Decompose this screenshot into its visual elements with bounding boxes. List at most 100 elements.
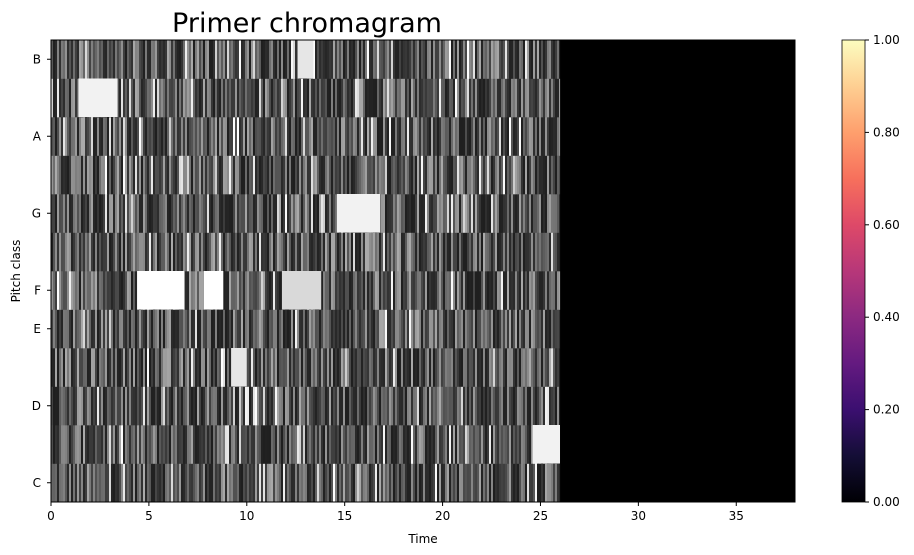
heatmap-cell [215, 156, 217, 195]
heatmap-cell [411, 464, 413, 503]
heatmap-cell [131, 348, 133, 387]
heatmap-cell [541, 310, 543, 349]
heatmap-cell [163, 348, 165, 387]
heatmap-cell [249, 310, 251, 349]
heatmap-cell [409, 425, 411, 464]
heatmap-cell [363, 156, 365, 195]
heatmap-cell [349, 40, 351, 79]
heatmap-cell [481, 425, 483, 464]
heatmap-cell [423, 425, 425, 464]
heatmap-cell [333, 156, 335, 195]
heatmap-cell [103, 310, 105, 349]
heatmap-cell [237, 40, 239, 79]
heatmap-cell [503, 348, 505, 387]
heatmap-cell [211, 464, 213, 503]
heatmap-cell [457, 79, 459, 118]
heatmap-cell [459, 117, 461, 156]
heatmap-cell [67, 464, 69, 503]
heatmap-cell [479, 310, 481, 349]
heatmap-cell [201, 79, 203, 118]
heatmap-cell [409, 156, 411, 195]
heatmap-cell [237, 79, 239, 118]
heatmap-cell [173, 425, 175, 464]
heatmap-cell [197, 348, 199, 387]
heatmap-cell [233, 79, 235, 118]
heatmap-cell [157, 233, 159, 272]
bright-region [282, 271, 321, 310]
heatmap-cell [215, 194, 217, 233]
y-tick-label: D [32, 399, 41, 413]
heatmap-cell [159, 156, 161, 195]
heatmap-cell [303, 233, 305, 272]
heatmap-cell [209, 40, 211, 79]
heatmap-cell [487, 425, 489, 464]
heatmap-cell [485, 348, 487, 387]
heatmap-cell [287, 79, 289, 118]
heatmap-cell [367, 117, 369, 156]
heatmap-cell [99, 310, 101, 349]
heatmap-cell [433, 310, 435, 349]
heatmap-cell [185, 348, 187, 387]
heatmap-cell [59, 40, 61, 79]
y-tick-label: G [32, 206, 41, 220]
heatmap-cell [543, 117, 545, 156]
heatmap-cell [117, 464, 119, 503]
heatmap-cell [201, 425, 203, 464]
heatmap-cell [139, 194, 141, 233]
heatmap-cell [55, 156, 57, 195]
heatmap-cell [537, 194, 539, 233]
heatmap-cell [253, 233, 255, 272]
heatmap-cell [271, 387, 273, 426]
heatmap-cell [107, 348, 109, 387]
heatmap-cell [129, 464, 131, 503]
heatmap-cell [395, 310, 397, 349]
heatmap-cell [373, 117, 375, 156]
heatmap-cell [379, 348, 381, 387]
heatmap-cell [553, 387, 555, 426]
heatmap-cell [445, 464, 447, 503]
heatmap-cell [511, 40, 513, 79]
heatmap-cell [249, 348, 251, 387]
heatmap-cell [379, 40, 381, 79]
heatmap-cell [197, 233, 199, 272]
heatmap-cell [179, 310, 181, 349]
heatmap-cell [475, 40, 477, 79]
heatmap-cell [449, 117, 451, 156]
heatmap-cell [173, 156, 175, 195]
heatmap-cell [553, 348, 555, 387]
heatmap-cell [339, 117, 341, 156]
heatmap-cell [191, 117, 193, 156]
heatmap-cell [259, 387, 261, 426]
heatmap-cell [427, 117, 429, 156]
heatmap-cell [499, 194, 501, 233]
heatmap-cell [125, 40, 127, 79]
heatmap-cell [533, 194, 535, 233]
heatmap-cell [369, 464, 371, 503]
heatmap-cell [79, 194, 81, 233]
heatmap-cell [377, 79, 379, 118]
heatmap-cell [437, 194, 439, 233]
heatmap-cell [521, 233, 523, 272]
heatmap-cell [421, 79, 423, 118]
heatmap-cell [65, 194, 67, 233]
heatmap-cell [233, 156, 235, 195]
heatmap-cell [225, 310, 227, 349]
heatmap-cell [455, 156, 457, 195]
heatmap-cell [477, 117, 479, 156]
heatmap-cell [277, 117, 279, 156]
heatmap-cell [295, 233, 297, 272]
heatmap-cell [543, 271, 545, 310]
heatmap-cell [373, 464, 375, 503]
heatmap-cell [259, 79, 261, 118]
heatmap-cell [111, 425, 113, 464]
heatmap-cell [233, 233, 235, 272]
heatmap-cell [273, 40, 275, 79]
heatmap-cell [285, 194, 287, 233]
heatmap-cell [251, 464, 253, 503]
heatmap-cell [271, 310, 273, 349]
heatmap-cell [399, 425, 401, 464]
heatmap-cell [109, 464, 111, 503]
heatmap-cell [101, 387, 103, 426]
heatmap-cell [417, 79, 419, 118]
heatmap-cell [327, 425, 329, 464]
